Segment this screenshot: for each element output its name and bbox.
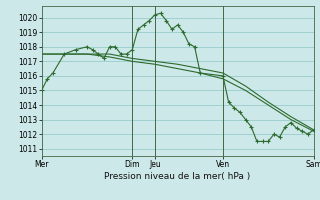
X-axis label: Pression niveau de la mer( hPa ): Pression niveau de la mer( hPa )	[104, 172, 251, 181]
